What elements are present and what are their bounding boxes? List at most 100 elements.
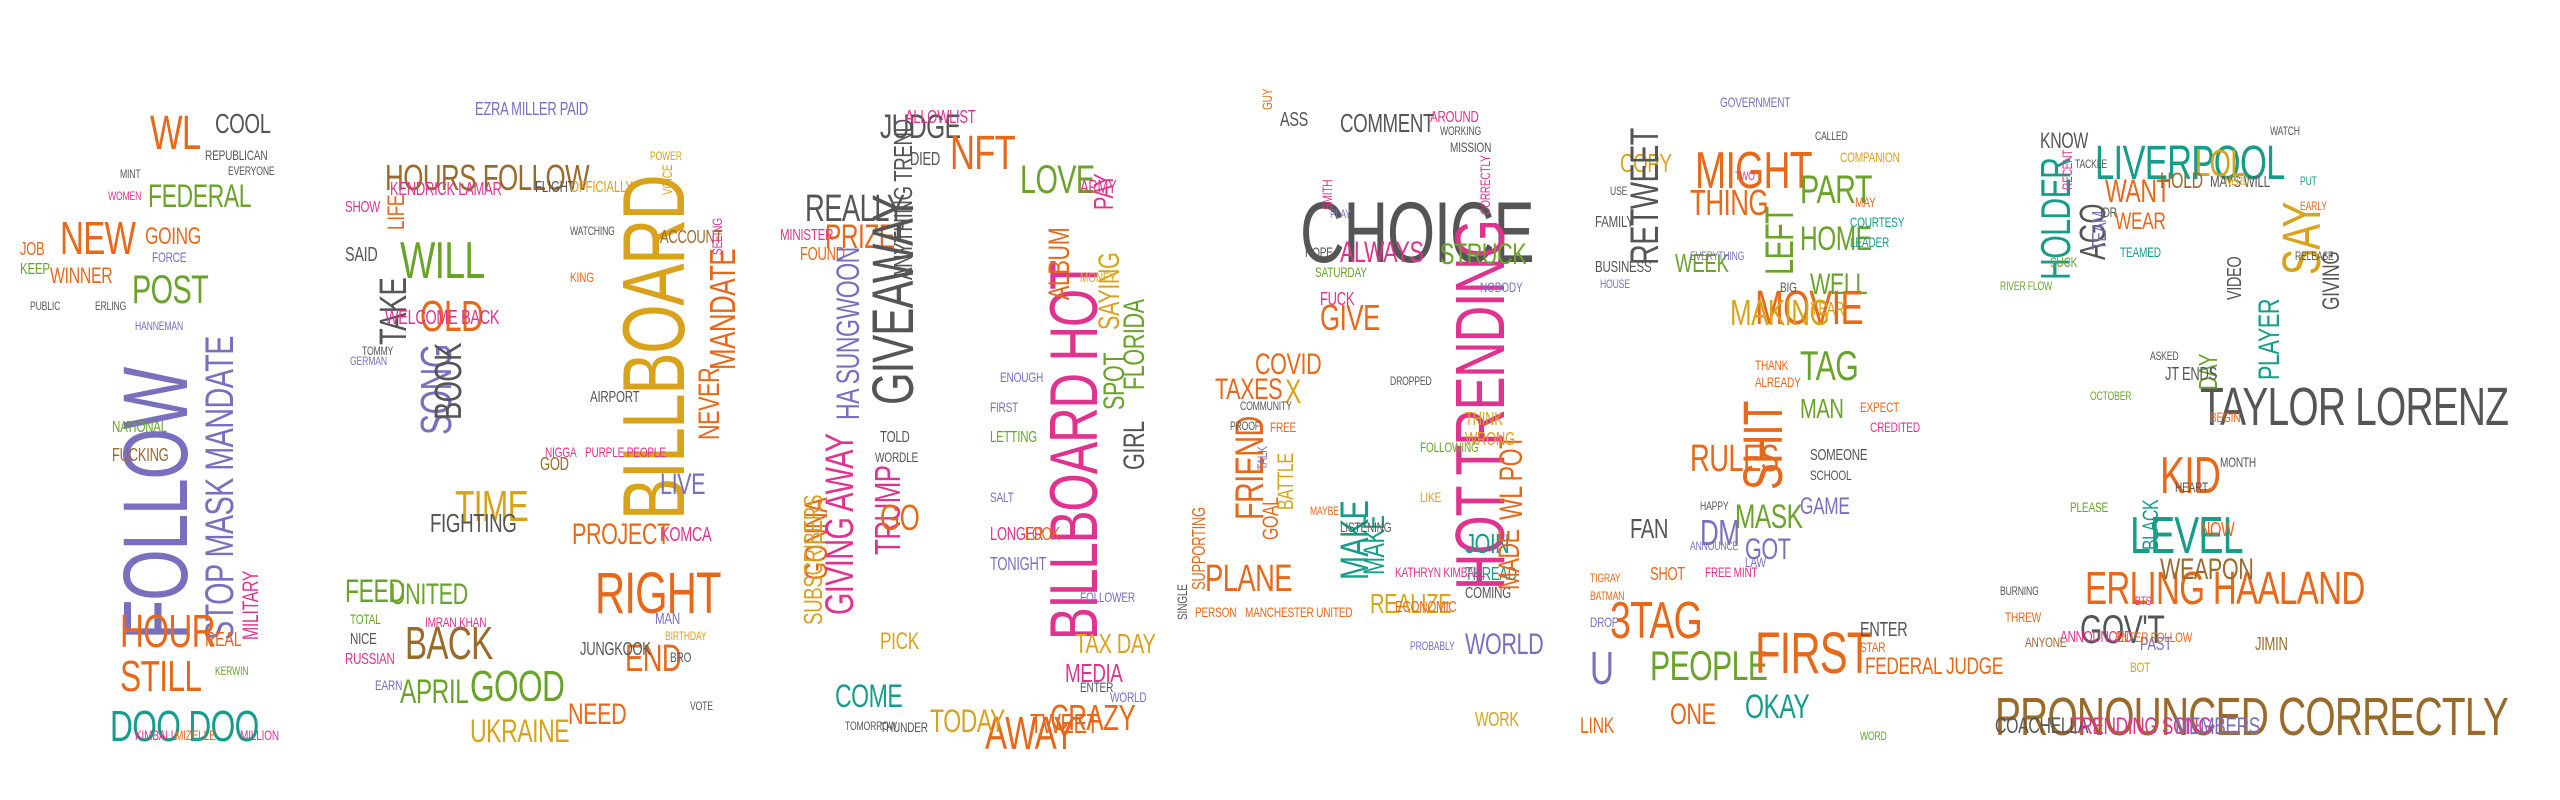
word-republican: REPUBLICAN <box>205 147 268 163</box>
word-batman: BATMAN <box>1590 589 1625 603</box>
word-recent: RECENT <box>2059 149 2075 190</box>
word-erling-haaland: ERLING HAALAND <box>2085 562 2365 614</box>
word-put: PUT <box>2300 174 2317 188</box>
word-video: VIDEO <box>2224 256 2246 300</box>
word-kendrick-lamar: KENDRICK LAMAR <box>390 179 502 199</box>
word-burning: BURNING <box>2000 584 2039 598</box>
word-mizelle: MIZELLE <box>175 727 216 743</box>
word-business: BUSINESS <box>1595 259 1652 276</box>
word-thunder: THUNDER <box>880 719 928 735</box>
word-mandate: MANDATE <box>702 248 743 370</box>
word-bts: BTS <box>2135 594 2152 608</box>
word-show: SHOW <box>345 199 380 216</box>
word-away: AWAY <box>985 707 1076 759</box>
word-lol: LOL <box>2195 143 2246 185</box>
word-okay: OKAY <box>1745 688 1810 726</box>
word-3tag: 3TAG <box>1610 592 1703 650</box>
word-drop: DROP <box>1590 614 1619 630</box>
word-know: KNOW <box>2040 128 2089 153</box>
word-around: AROUND <box>1430 109 1479 126</box>
word-shot: SHOT <box>1650 564 1685 584</box>
word-school: SCHOOL <box>1810 467 1852 483</box>
word-copy: COPY <box>1620 148 1672 178</box>
word-free-mint: FREE MINT <box>1705 564 1758 580</box>
word-dm: DM <box>1700 512 1740 553</box>
word-allowlist: ALLOWLIST <box>905 107 976 127</box>
word-one: ONE <box>1670 698 1716 731</box>
word-suck: SUCK <box>2050 254 2078 270</box>
word-gov-t: GOV'T <box>2080 608 2165 652</box>
word-look: LOOK <box>1025 524 1060 544</box>
word-first: FIRST <box>990 399 1019 415</box>
word-mays-will: MAYS WILL <box>2210 174 2270 191</box>
word-airport: AIRPORT <box>590 389 640 406</box>
word-military: MILITARY <box>238 570 263 640</box>
word-working: WORKING <box>1440 124 1482 138</box>
word-will: WILL <box>400 232 485 290</box>
word-judge: JUDGE <box>880 108 961 146</box>
word-comment: COMMENT <box>1340 108 1435 138</box>
word-time: TIME <box>455 482 529 531</box>
word-back: BACK <box>405 617 493 669</box>
word-thing: THING <box>1690 182 1769 223</box>
word-tigray: TIGRAY <box>1590 571 1621 585</box>
word-kid: KID <box>2160 447 2221 505</box>
word-wear: WEAR <box>2115 208 2166 235</box>
word-united: UNITED <box>390 578 468 611</box>
word-happy: HAPPY <box>1700 499 1729 513</box>
word-home: HOME <box>1800 220 1872 258</box>
word-ass: ASS <box>1280 109 1308 131</box>
word-project: PROJECT <box>572 518 670 551</box>
word-october: OCTOBER <box>2090 389 2132 403</box>
word-army: ARMY <box>1080 177 1117 197</box>
word-money: MONEY <box>1080 269 1116 285</box>
word-use: USE <box>1610 184 1628 198</box>
word-river-flow: RIVER FLOW <box>2000 279 2053 293</box>
word-covid: COVID <box>1255 348 1322 381</box>
word-bro: BRO <box>670 649 692 665</box>
word-week: WEEK <box>1675 248 1729 278</box>
word-total: TOTAL <box>350 611 381 627</box>
word-today: TODAY <box>930 703 1005 739</box>
word-supporting: SUPPORTING <box>1189 507 1209 590</box>
word-weapon: WEAPON <box>2160 553 2254 586</box>
word-minister: MINISTER <box>780 227 834 244</box>
word-album: ALBUM <box>1043 227 1076 300</box>
word-crazy: CRAZY <box>1050 697 1136 738</box>
word-doo-doo: DOO DOO <box>110 702 259 751</box>
word-girl: GIRL <box>1118 421 1151 470</box>
word-nerd: NERD <box>2225 174 2249 188</box>
word-called: CALLED <box>1815 129 1848 143</box>
word-kathryn-kimball: KATHRYN KIMBALL <box>1395 564 1485 580</box>
word-nft: NFT <box>950 127 1016 180</box>
word-ha-sungwoon: HA SUNGWOON <box>830 247 866 420</box>
word-thread: THREAD <box>1465 564 1517 584</box>
word-release: RELEASE <box>2295 249 2334 263</box>
word-join: JOIN <box>1465 528 1510 559</box>
word-realize: REALIZE <box>1370 588 1452 619</box>
word-spot: SPOT <box>1098 352 1131 410</box>
word-talk: TALK <box>1254 446 1270 470</box>
word-federal-judge: FEDERAL JUDGE <box>1865 653 2003 680</box>
word-may: MAY <box>1855 194 1876 210</box>
word-enter-follow: ENTER FOLLOW <box>2115 629 2193 645</box>
word-movie: MOVIE <box>1755 282 1864 335</box>
word-part: PART <box>1800 168 1872 212</box>
word-watching: WATCHING <box>570 224 615 238</box>
word-new: NEW <box>60 212 136 264</box>
word-world: WORLD <box>1465 628 1544 661</box>
word-left: LEFT <box>1758 206 1802 275</box>
word-thank: THANK <box>1755 357 1789 373</box>
word-life: LIFE <box>383 194 410 230</box>
word-everyone: EVERYONE <box>228 164 275 178</box>
word-hope: HOPE <box>1305 244 1333 260</box>
word-erling: ERLING <box>95 299 127 313</box>
word-pronounced-correctly: PRONOUNCED CORRECTLY <box>1995 687 2509 747</box>
word-house: HOUSE <box>1600 277 1630 291</box>
word-hours-follow: HOURS FOLLOW <box>385 157 590 198</box>
word-still: STILL <box>120 652 202 701</box>
word-announce: ANNOUNCE <box>1690 539 1739 553</box>
word-black: BLACK <box>2138 499 2163 550</box>
word-million: MILLION <box>240 727 279 743</box>
